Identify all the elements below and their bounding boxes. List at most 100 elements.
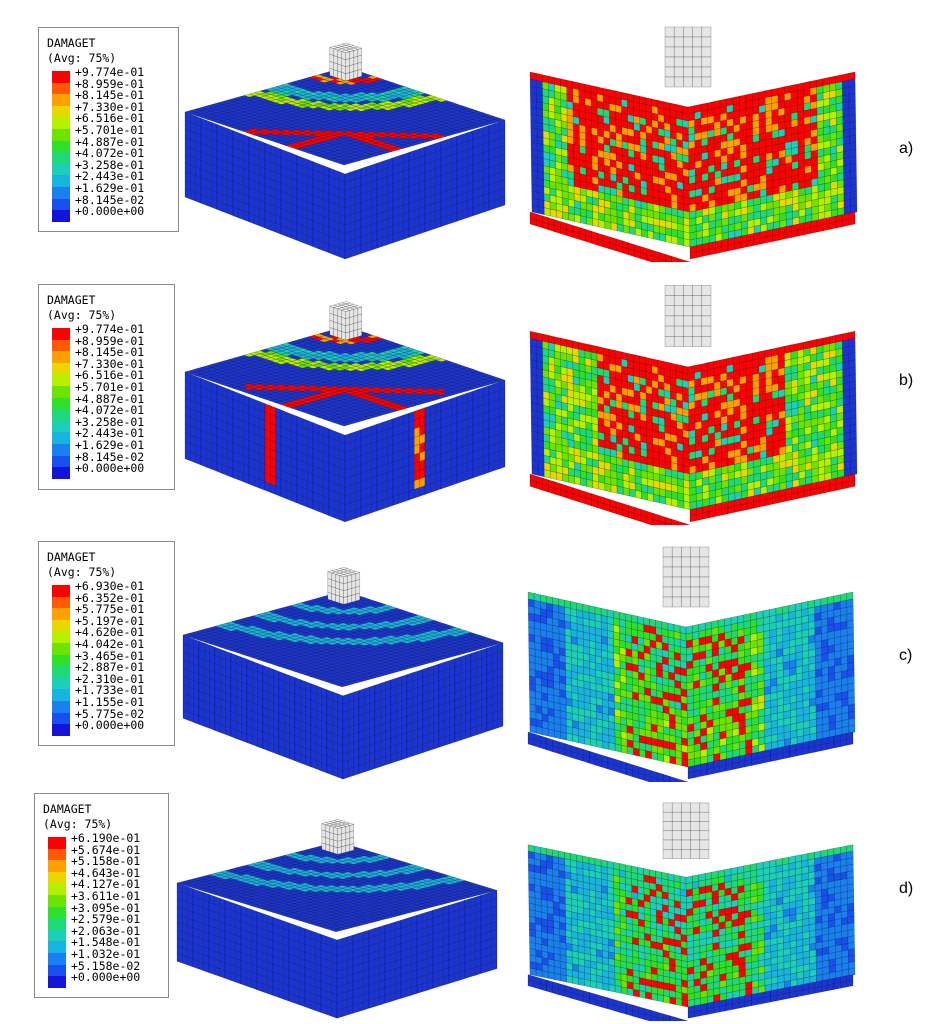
colorbar-swatch — [52, 654, 70, 667]
slab-side-left — [184, 371, 346, 523]
colorbar-swatch — [48, 837, 66, 849]
slab-side-left — [184, 111, 346, 260]
colorbar — [52, 585, 70, 736]
pyramid-face-left — [527, 591, 689, 768]
slab-side-left — [182, 634, 344, 780]
legend-value: +2.443e-01 — [75, 426, 145, 441]
rim-right — [687, 731, 854, 780]
column-side-right — [337, 824, 354, 855]
row-c: DAMAGET (Avg: 75%) +6.930e-01 +6.352e-01… — [0, 527, 944, 785]
colorbar-swatch — [52, 666, 70, 678]
colorbar-swatch — [52, 175, 70, 187]
top-view-a — [180, 12, 510, 262]
legend-value: +1.629e-01 — [75, 437, 145, 452]
bottom-view-c — [518, 532, 863, 782]
legend-value: +3.611e-01 — [71, 888, 141, 903]
colorbar-swatch — [52, 351, 70, 363]
legend-value: +8.959e-01 — [75, 333, 145, 348]
legend-value: +4.887e-01 — [75, 391, 145, 406]
colorbar-swatch — [48, 848, 66, 861]
legend-value: +4.643e-01 — [71, 865, 141, 880]
legend-title: DAMAGET — [47, 293, 96, 307]
rim-left — [527, 974, 689, 1021]
bottom-view-a — [520, 12, 865, 262]
legend-value: +1.629e-01 — [75, 180, 145, 195]
pyramid-face-right — [687, 330, 858, 510]
legend-value: +4.620e-01 — [75, 625, 145, 640]
colorbar-swatch — [52, 210, 70, 222]
legend-value: +4.127e-01 — [71, 877, 141, 892]
legend-subtitle: (Avg: 75%) — [47, 565, 117, 579]
legend-value: +8.959e-01 — [75, 76, 145, 91]
colorbar-swatch — [48, 964, 66, 977]
legend-value: +0.000e+00 — [75, 718, 145, 733]
legend-value: +1.548e-01 — [71, 935, 141, 950]
slab-side-right — [344, 379, 506, 523]
rim-right — [689, 211, 856, 260]
legend-value: +3.258e-01 — [75, 414, 145, 429]
legend-value: +5.158e-01 — [71, 854, 141, 869]
column-shaft — [662, 802, 710, 859]
column-side-left — [321, 823, 338, 855]
legend-value: +8.145e-01 — [75, 88, 145, 103]
column-side-left — [327, 571, 344, 605]
legend-b: DAMAGET (Avg: 75%) +9.774e-01 +8.959e-01… — [38, 284, 175, 490]
legend-value: +5.701e-01 — [75, 379, 145, 394]
colorbar — [52, 71, 70, 222]
legend-value: +2.063e-01 — [71, 923, 141, 938]
rim-left — [529, 211, 691, 262]
colorbar-swatch — [52, 677, 70, 690]
legend-title: DAMAGET — [47, 36, 96, 50]
column-top — [329, 42, 363, 53]
colorbar-swatch — [52, 619, 70, 632]
legend-subtitle: (Avg: 75%) — [47, 51, 117, 65]
colorbar-swatch — [52, 397, 70, 410]
column-top — [327, 567, 361, 578]
colorbar-swatch — [52, 631, 70, 643]
top-view-b — [180, 270, 510, 525]
colorbar-swatch — [52, 94, 70, 106]
colorbar-swatch — [52, 105, 70, 118]
legend-value: +6.352e-01 — [75, 590, 145, 605]
row-b: DAMAGET (Avg: 75%) +9.774e-01 +8.959e-01… — [0, 262, 944, 527]
legend-value: +6.516e-01 — [75, 111, 145, 126]
legend-value: +5.158e-02 — [71, 958, 141, 973]
bottom-view-d — [518, 789, 863, 1021]
legend-value: +4.072e-01 — [75, 403, 145, 418]
column-side-left — [329, 47, 346, 81]
legend-c: DAMAGET (Avg: 75%) +6.930e-01 +6.352e-01… — [38, 541, 175, 746]
pyramid-face-left — [529, 330, 691, 510]
legend-value: +5.674e-01 — [71, 842, 141, 857]
colorbar-swatch — [52, 689, 70, 701]
colorbar-swatch — [52, 467, 70, 479]
legend-d: DAMAGET (Avg: 75%) +6.190e-01 +5.674e-01… — [34, 793, 169, 998]
column-top — [329, 301, 363, 312]
column-side-right — [345, 306, 362, 341]
legend-value: +2.887e-01 — [75, 660, 145, 675]
bottom-view-b — [520, 270, 865, 525]
colorbar-swatch — [52, 608, 70, 620]
column-shaft — [664, 285, 712, 347]
legend-a: DAMAGET (Avg: 75%) +9.774e-01 +8.959e-01… — [38, 27, 179, 232]
slab-top-face — [176, 841, 498, 932]
column-shaft — [662, 546, 710, 608]
legend-value: +4.072e-01 — [75, 146, 145, 161]
colorbar-swatch — [48, 952, 66, 965]
subfigure-label-b: b) — [899, 372, 914, 389]
colorbar-swatch — [52, 198, 70, 211]
legend-title: DAMAGET — [43, 802, 92, 816]
column-shaft — [664, 26, 712, 88]
top-view-c — [178, 537, 508, 782]
legend-subtitle: (Avg: 75%) — [47, 308, 117, 322]
row-a: DAMAGET (Avg: 75%) +9.774e-01 +8.959e-01… — [0, 0, 944, 262]
colorbar-swatch — [52, 186, 70, 199]
subfigure-label-a: a) — [899, 140, 914, 157]
colorbar-swatch — [52, 328, 70, 340]
slab-top-face — [184, 325, 506, 427]
slab-side-left — [176, 882, 338, 1019]
rim-left — [529, 473, 691, 525]
pyramid-face-left — [527, 844, 689, 1008]
legend-value: +5.775e-02 — [75, 706, 145, 721]
top-view-d — [172, 791, 502, 1021]
legend-values: +9.774e-01 +8.959e-01 +8.145e-01 +7.330e… — [75, 66, 145, 218]
